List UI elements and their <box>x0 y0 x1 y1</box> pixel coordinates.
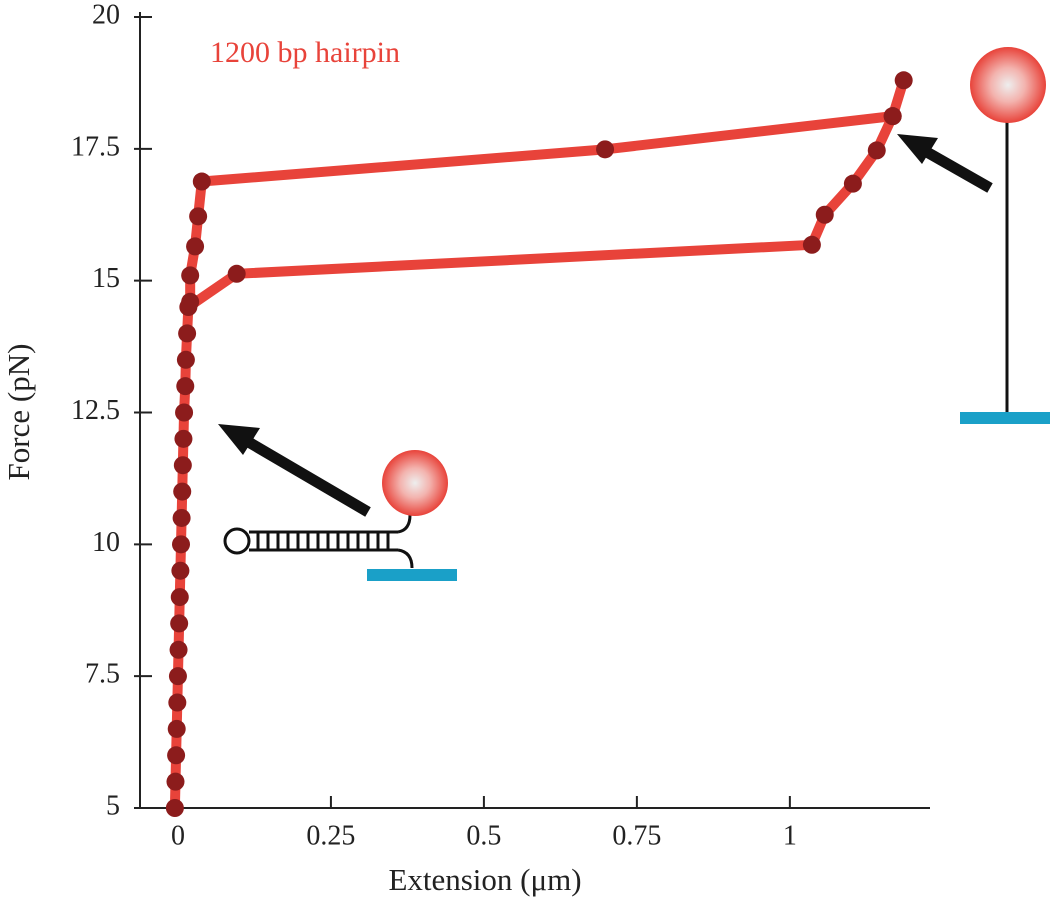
data-point <box>168 693 187 712</box>
data-point <box>843 174 862 193</box>
data-point <box>227 264 246 283</box>
y-tick-label: 20 <box>92 0 120 30</box>
x-axis-label: Extension (μm) <box>388 862 581 897</box>
x-tick-label: 0.25 <box>306 820 355 851</box>
data-point <box>173 456 192 475</box>
data-point <box>171 535 190 554</box>
y-tick-label: 10 <box>92 527 120 558</box>
x-tick-label: 0.75 <box>612 820 661 851</box>
data-point <box>169 640 188 659</box>
data-line <box>169 75 909 809</box>
data-point <box>883 107 902 126</box>
data-point <box>178 324 197 343</box>
data-point <box>170 588 189 607</box>
data-point <box>172 508 191 527</box>
y-tick-label: 12.5 <box>71 395 120 426</box>
data-point <box>174 429 193 448</box>
data-point <box>170 614 189 633</box>
data-point <box>176 377 195 396</box>
data-point <box>166 772 185 791</box>
annotation: 1200 bp hairpin <box>210 36 400 69</box>
data-point <box>181 292 200 311</box>
data-point <box>596 140 615 159</box>
data-point <box>867 141 886 160</box>
x-tick-label: 0 <box>171 820 185 851</box>
hairpin-diagram <box>218 424 457 581</box>
data-point <box>186 237 205 256</box>
y-tick-label: 5 <box>106 790 120 821</box>
x-tick-label: 0.5 <box>466 820 501 851</box>
data-point <box>168 667 187 686</box>
data-point <box>171 561 190 580</box>
data-point <box>189 207 208 226</box>
y-tick-label: 17.5 <box>71 131 120 162</box>
stretched-diagram <box>897 47 1050 424</box>
data-point <box>175 403 194 422</box>
data-point <box>176 350 195 369</box>
data-point <box>181 266 200 285</box>
data-point <box>167 719 186 738</box>
x-tick-label: 1 <box>783 820 797 851</box>
data-point <box>173 482 192 501</box>
data-point <box>165 799 184 817</box>
data-point <box>192 172 211 191</box>
y-tick-label: 15 <box>92 263 120 294</box>
y-axis-label: Force (pN) <box>1 344 36 481</box>
data-point <box>167 746 186 765</box>
data-point <box>802 235 821 254</box>
data-point <box>815 205 834 224</box>
y-tick-label: 7.5 <box>85 659 120 690</box>
data-point <box>894 71 913 90</box>
